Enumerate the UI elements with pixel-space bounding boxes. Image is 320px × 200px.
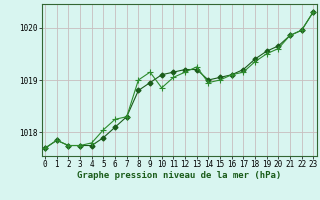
X-axis label: Graphe pression niveau de la mer (hPa): Graphe pression niveau de la mer (hPa) [77,171,281,180]
